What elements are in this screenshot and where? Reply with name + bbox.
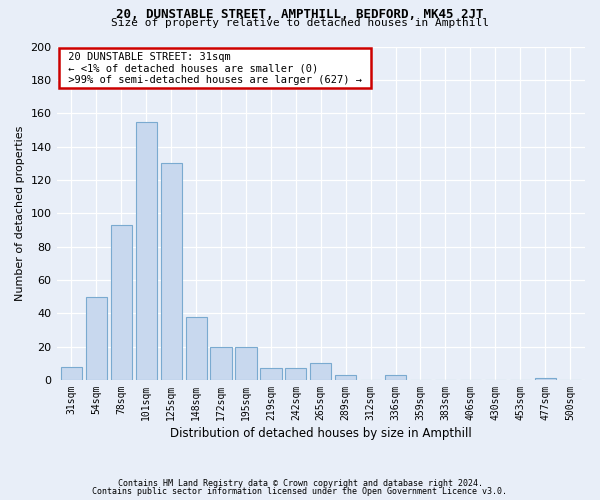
X-axis label: Distribution of detached houses by size in Ampthill: Distribution of detached houses by size … bbox=[170, 427, 472, 440]
Text: 20, DUNSTABLE STREET, AMPTHILL, BEDFORD, MK45 2JT: 20, DUNSTABLE STREET, AMPTHILL, BEDFORD,… bbox=[116, 8, 484, 20]
Bar bbox=[161, 163, 182, 380]
Bar bbox=[335, 375, 356, 380]
Text: Contains HM Land Registry data © Crown copyright and database right 2024.: Contains HM Land Registry data © Crown c… bbox=[118, 478, 482, 488]
Text: 20 DUNSTABLE STREET: 31sqm
 ← <1% of detached houses are smaller (0)
 >99% of se: 20 DUNSTABLE STREET: 31sqm ← <1% of deta… bbox=[62, 52, 368, 84]
Bar bbox=[211, 346, 232, 380]
Bar bbox=[185, 316, 207, 380]
Bar bbox=[310, 364, 331, 380]
Bar bbox=[61, 366, 82, 380]
Bar bbox=[111, 225, 132, 380]
Bar bbox=[260, 368, 281, 380]
Bar bbox=[235, 346, 257, 380]
Bar bbox=[136, 122, 157, 380]
Bar bbox=[86, 296, 107, 380]
Text: Contains public sector information licensed under the Open Government Licence v3: Contains public sector information licen… bbox=[92, 488, 508, 496]
Y-axis label: Number of detached properties: Number of detached properties bbox=[15, 126, 25, 301]
Bar bbox=[535, 378, 556, 380]
Bar bbox=[385, 375, 406, 380]
Bar bbox=[285, 368, 307, 380]
Text: Size of property relative to detached houses in Ampthill: Size of property relative to detached ho… bbox=[111, 18, 489, 28]
